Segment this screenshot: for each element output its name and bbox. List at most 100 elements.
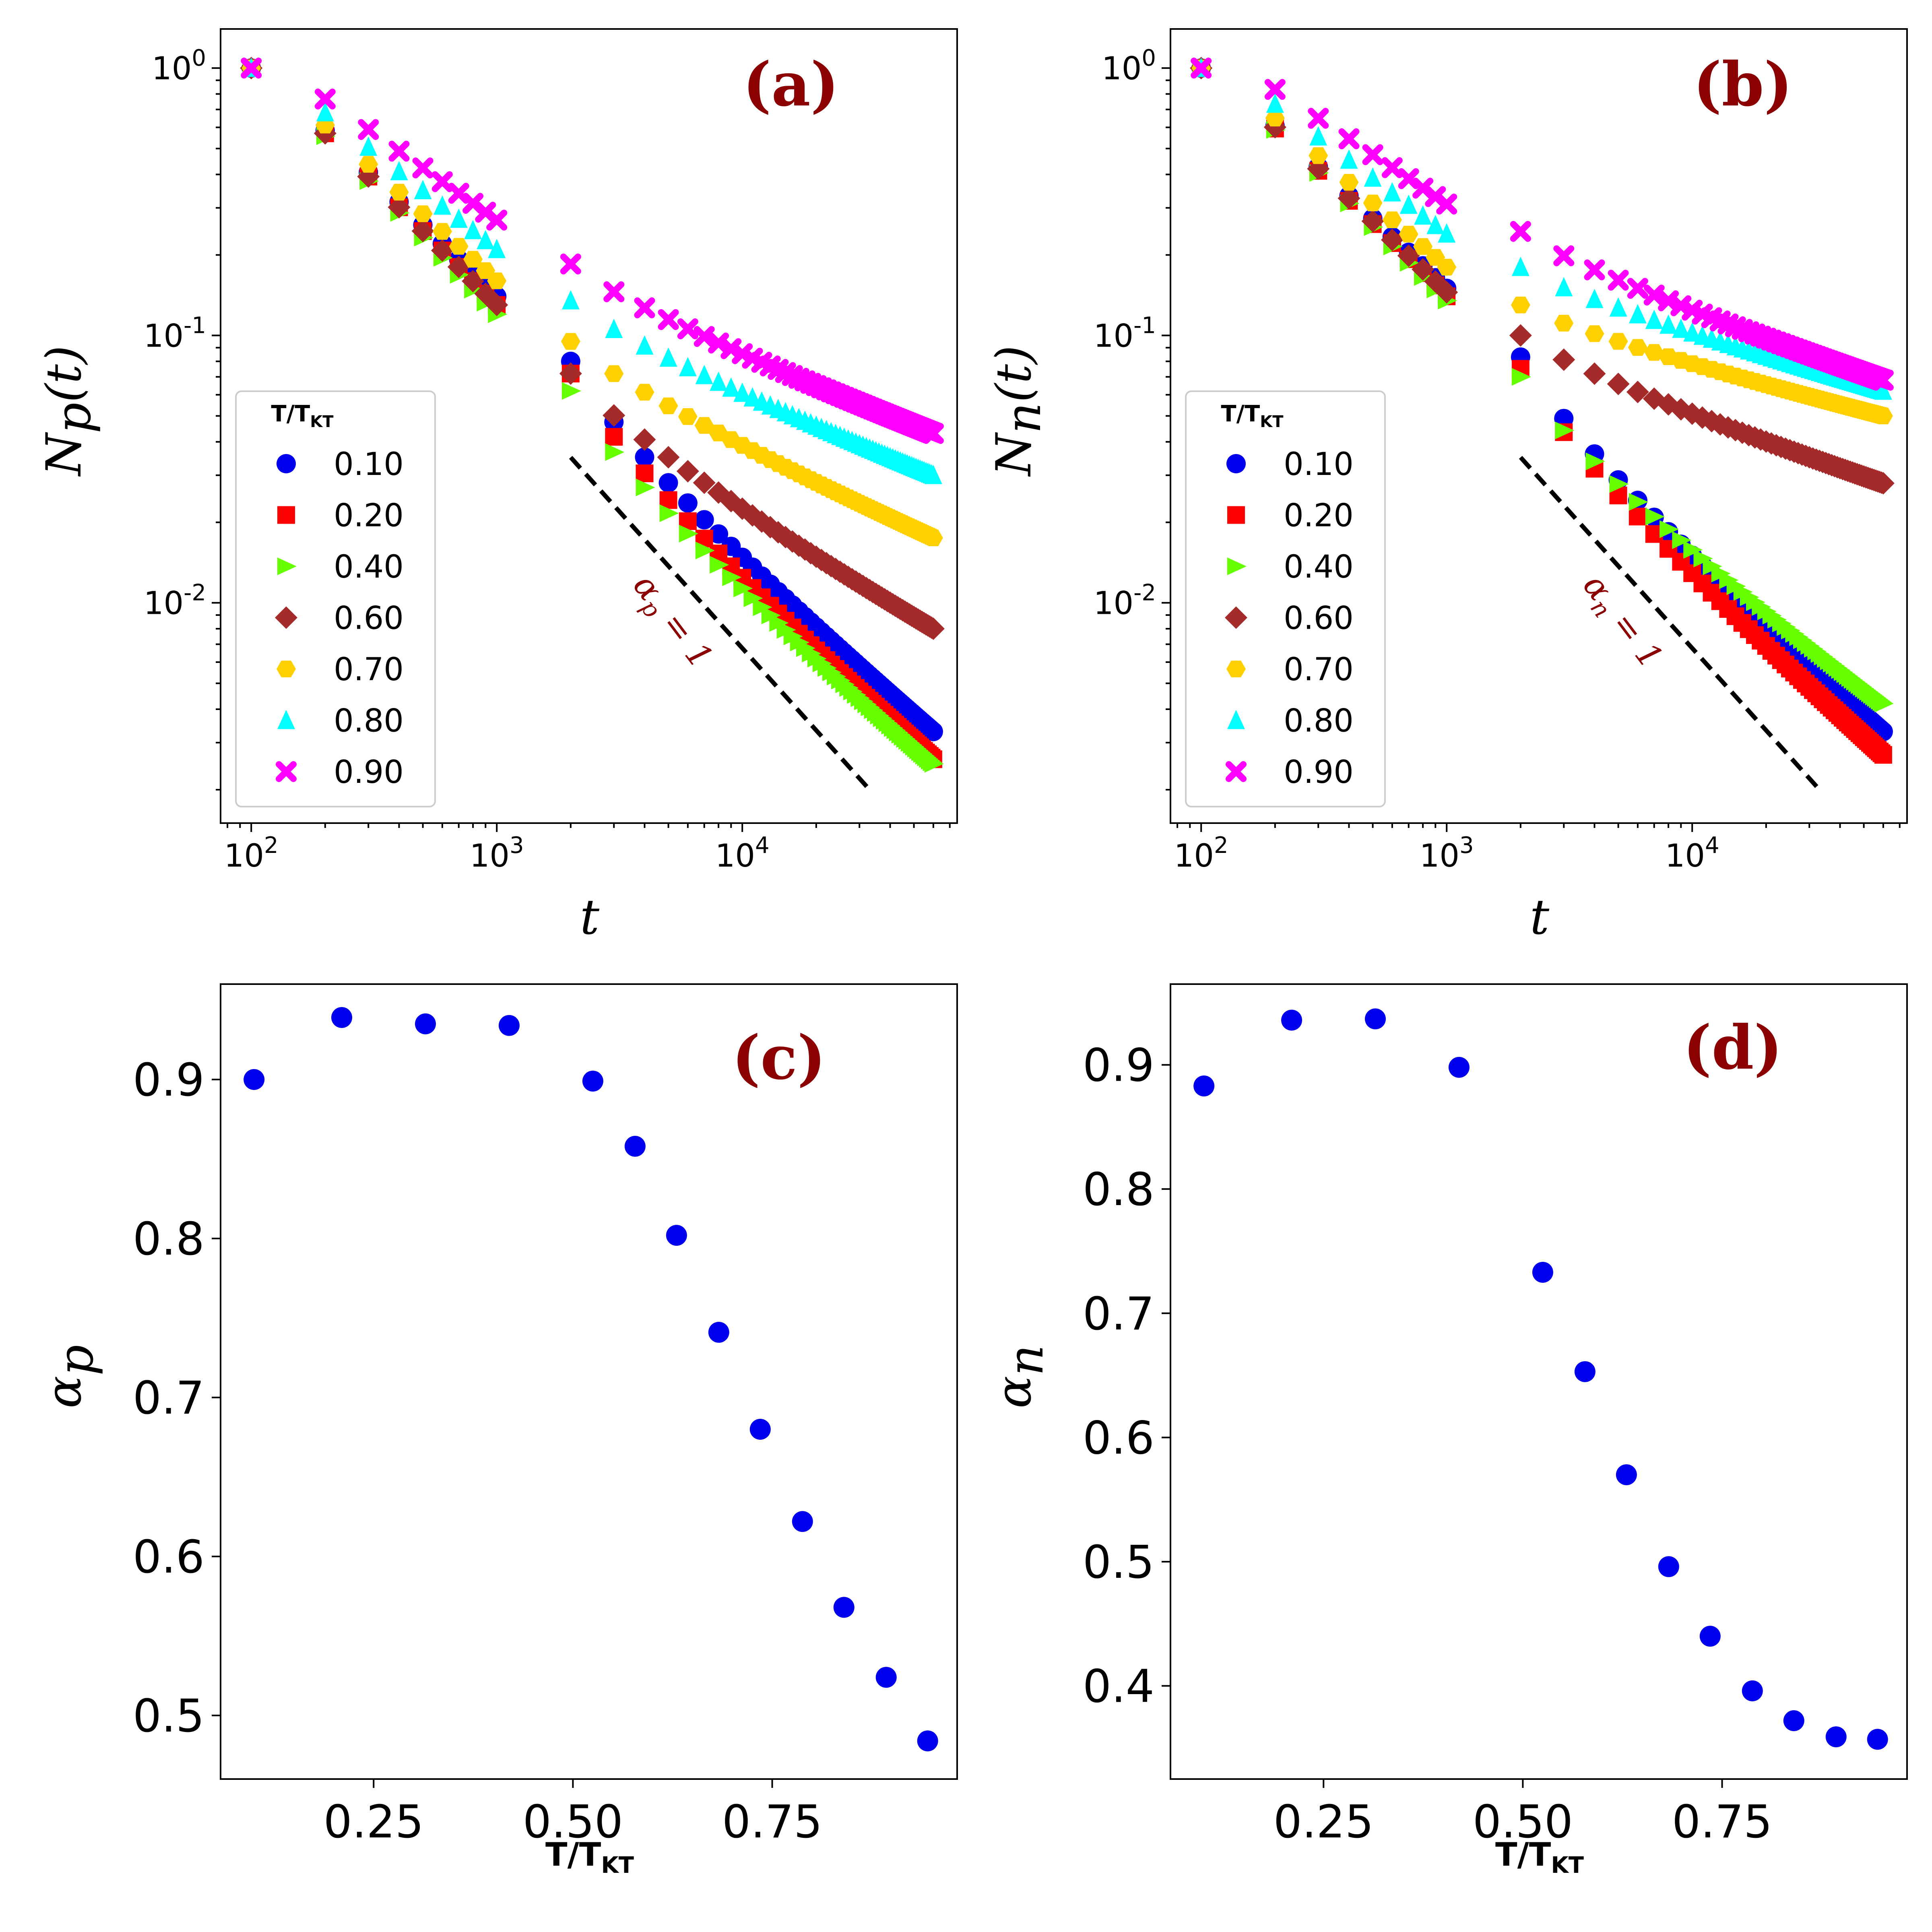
data-point — [462, 270, 485, 293]
data-point — [1511, 368, 1531, 386]
data-point — [693, 471, 716, 494]
data-point — [1265, 109, 1285, 127]
data-point — [463, 251, 483, 268]
data-point — [316, 102, 334, 122]
data-point — [1281, 1009, 1302, 1031]
data-point — [1532, 1261, 1553, 1283]
panel-c-xtick-label: 0.25 — [324, 1796, 424, 1848]
data-point — [1873, 407, 1893, 425]
panel-a-frame — [220, 28, 958, 824]
panel-a-legend-label: 0.20 — [334, 498, 404, 534]
data-point — [1308, 107, 1329, 129]
panel-b-xtick-label: 103 — [1420, 832, 1474, 874]
panel-a-legend-label: 0.40 — [334, 549, 404, 585]
data-point — [1438, 223, 1456, 243]
panel-a-legend-label: 0.90 — [334, 754, 404, 791]
data-point — [1448, 1057, 1470, 1078]
panel-d-xtick-label: 0.25 — [1274, 1796, 1374, 1848]
data-point — [636, 478, 655, 496]
data-point — [1362, 144, 1383, 165]
data-point — [678, 493, 698, 513]
data-point — [659, 504, 679, 522]
data-point — [411, 220, 434, 243]
panel-b-legend — [1185, 390, 1386, 807]
data-point — [1585, 325, 1604, 342]
data-point — [636, 464, 654, 483]
data-point — [1629, 304, 1647, 324]
data-point — [658, 397, 678, 415]
data-point — [1555, 421, 1575, 440]
panel-b-legend-label: 0.10 — [1284, 446, 1354, 483]
data-point — [359, 136, 378, 156]
data-point — [604, 365, 624, 382]
data-point — [487, 272, 507, 289]
data-point — [636, 335, 654, 355]
data-point — [722, 568, 742, 586]
data-point — [447, 256, 470, 279]
data-point — [1382, 211, 1402, 229]
panel-b-legend-marker — [1226, 454, 1246, 473]
data-point — [1645, 310, 1663, 329]
data-point — [559, 362, 582, 385]
data-point — [1399, 194, 1418, 214]
panel-d-ytick-label: 0.5 — [1083, 1536, 1154, 1589]
data-point — [1264, 79, 1286, 100]
data-point — [1412, 258, 1435, 281]
panel-a-ytick-label: 10-1 — [144, 312, 206, 354]
panel-b-ytick-label: 10-1 — [1094, 312, 1156, 354]
data-point — [709, 524, 729, 544]
data-point — [1783, 1710, 1804, 1731]
panel-a-legend-label: 0.60 — [334, 601, 404, 637]
data-point — [722, 377, 740, 397]
data-point — [1437, 259, 1457, 276]
data-point — [1626, 380, 1649, 403]
data-point — [414, 180, 432, 199]
panel-b-label: (b) — [1693, 49, 1793, 120]
data-point — [1554, 315, 1574, 332]
data-point — [743, 589, 763, 607]
data-point — [1435, 281, 1458, 304]
panel-c-frame — [220, 983, 958, 1780]
data-point — [694, 417, 714, 434]
panel-c-label: (c) — [732, 1022, 826, 1093]
data-point — [875, 1667, 897, 1688]
data-point — [561, 382, 581, 400]
data-point — [658, 473, 678, 493]
panel-b-legend-title: T/TKT — [1221, 401, 1284, 431]
data-point — [1363, 194, 1383, 212]
data-point — [388, 196, 411, 219]
data-point — [488, 239, 506, 258]
data-point — [1872, 472, 1895, 495]
panel-b-ylabel-sub: n — [996, 402, 1052, 433]
data-point — [924, 464, 942, 484]
data-point — [708, 332, 729, 354]
data-point — [733, 382, 751, 402]
panel-c-ytick-label: 0.8 — [133, 1213, 204, 1265]
data-point — [1338, 128, 1360, 149]
data-point — [560, 253, 581, 275]
data-point — [1629, 508, 1647, 526]
data-point — [1307, 157, 1330, 180]
data-point — [449, 238, 469, 255]
panel-b-series-0.40 — [1192, 59, 1894, 712]
data-point — [603, 404, 625, 427]
data-point — [433, 195, 451, 215]
panel-c-xlabel: T/TKT — [545, 1836, 634, 1878]
panel-b-legend-label: 0.70 — [1284, 652, 1354, 688]
panel-b-reference-line — [1519, 456, 1821, 791]
panel-b-legend-label: 0.40 — [1284, 549, 1354, 585]
data-point — [679, 357, 697, 376]
data-point — [633, 428, 656, 451]
panel-b-legend-marker — [1227, 710, 1245, 729]
panel-a-legend-marker — [275, 606, 297, 629]
data-point — [431, 239, 454, 262]
panel-a-legend-marker — [276, 761, 297, 782]
data-point — [1361, 210, 1384, 233]
data-point — [432, 223, 452, 240]
panel-b-legend-label: 0.80 — [1284, 703, 1354, 739]
panel-d-xtick-label: 0.50 — [1473, 1796, 1573, 1848]
data-point — [1339, 174, 1359, 191]
data-point — [561, 290, 580, 310]
